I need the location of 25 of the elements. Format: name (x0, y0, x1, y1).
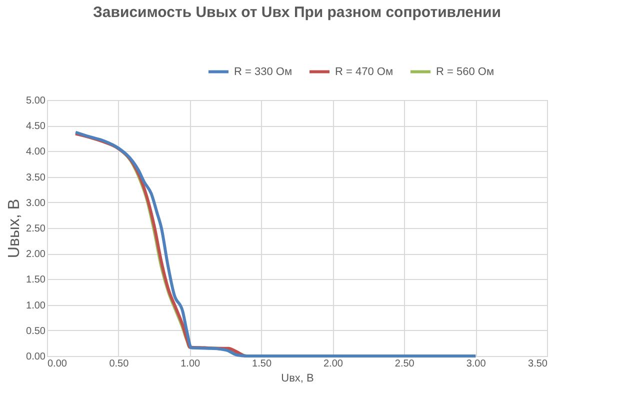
y-tick-label: 2.50 (26, 224, 46, 234)
y-tick-label: 5.00 (26, 96, 46, 106)
x-tick-label: 2.50 (394, 358, 415, 370)
legend-label: R = 330 Ом (234, 66, 292, 78)
y-tick-label: 3.00 (26, 198, 46, 209)
x-tick-label: 3.50 (528, 358, 548, 370)
y-tick-label: 4.50 (26, 121, 46, 132)
x-tick-label: 3.00 (466, 358, 486, 370)
y-tick-label: 1.00 (26, 300, 46, 312)
y-tick-label: 2.00 (26, 249, 46, 260)
y-tick-label: 0.00 (26, 352, 46, 362)
x-tick-label: 2.00 (323, 358, 344, 370)
y-tick-label: 3.50 (26, 172, 46, 184)
y-tick-label: 0.50 (26, 326, 46, 337)
y-axis-title: Uвых, В (6, 198, 24, 258)
chart-title: Зависимость Uвых от Uвх При разном сопротивлении (93, 4, 501, 21)
x-tick-label: 1.00 (180, 358, 201, 370)
x-axis-title: Uвх, В (281, 372, 314, 384)
x-tick-label: 0.00 (48, 358, 68, 370)
legend-label: R = 470 Ом (335, 66, 394, 78)
x-tick-label: 1.50 (252, 358, 272, 370)
x-tick-label: 0.50 (109, 358, 130, 370)
y-tick-label: 4.00 (26, 146, 46, 158)
y-tick-label: 1.50 (26, 274, 46, 286)
legend-label: R = 560 Ом (436, 66, 494, 78)
